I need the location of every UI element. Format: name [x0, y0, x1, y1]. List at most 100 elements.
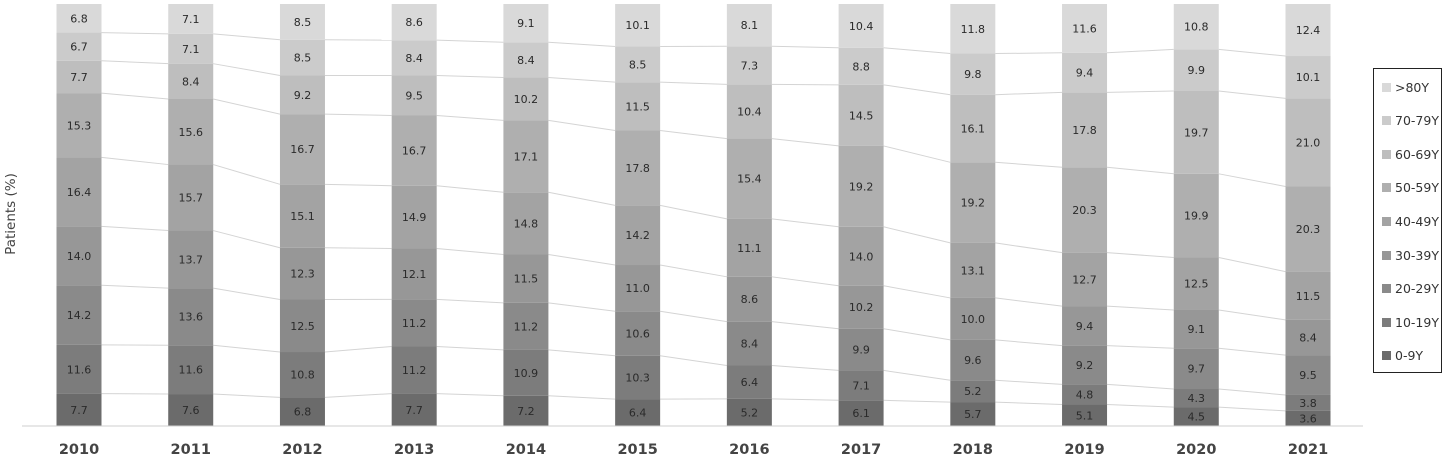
data-label: 12.4	[1296, 24, 1321, 37]
bar-segment-1019y	[1062, 384, 1108, 405]
connector-line	[548, 77, 616, 83]
bar-segment-2029y	[279, 299, 325, 353]
connector-line	[995, 52, 1063, 55]
data-label: 17.8	[625, 162, 650, 175]
data-label: 15.4	[737, 173, 762, 186]
data-label: 6.8	[70, 12, 88, 25]
bar-segment-3039y	[615, 265, 661, 312]
bar-segment-09y	[950, 402, 996, 426]
data-label: 12.5	[290, 320, 315, 333]
bar-segment-3039y	[1285, 319, 1331, 356]
connector-line	[1218, 347, 1286, 356]
connector-line	[1107, 383, 1174, 390]
data-label: 4.5	[1188, 411, 1206, 424]
data-label: 6.4	[629, 407, 647, 420]
x-tick-label: 2010	[59, 442, 99, 456]
legend-swatch	[1382, 149, 1391, 159]
bar-segment-3039y	[168, 230, 214, 289]
bar-segment-09y	[726, 398, 772, 426]
connector-line	[995, 242, 1063, 254]
data-label: 8.4	[182, 75, 200, 88]
connector-line	[1107, 90, 1174, 93]
legend-swatch	[1382, 116, 1391, 126]
data-label: 10.6	[625, 328, 650, 341]
legend-swatch	[1382, 284, 1391, 294]
bar-segment-5059y	[1173, 173, 1219, 258]
bar-segment-7079y	[1173, 49, 1219, 92]
data-label: 12.3	[290, 268, 315, 281]
data-label: 10.3	[625, 371, 650, 384]
bar-segment-3039y	[1173, 309, 1219, 349]
bar-segment-1019y	[615, 355, 661, 400]
bar-segment-1019y	[726, 365, 772, 399]
connector-line	[995, 91, 1063, 96]
bar-segment-6069y	[279, 75, 325, 115]
connector-line	[883, 47, 951, 55]
data-label: 3.6	[1299, 412, 1317, 425]
bar-segment-4049y	[168, 164, 214, 231]
data-label: 11.2	[402, 317, 427, 330]
x-tick-label: 2021	[1288, 442, 1328, 456]
data-label: 6.7	[70, 41, 88, 54]
connector-line	[436, 298, 504, 304]
bar-segment-2029y	[168, 288, 214, 346]
data-label: 9.9	[852, 344, 870, 357]
connector-line	[883, 285, 951, 299]
legend-label: 60-69Y	[1395, 146, 1439, 162]
bar-segment-09y	[1173, 407, 1219, 426]
connector-line	[213, 33, 280, 41]
bar-segment-09y	[56, 393, 102, 426]
data-label: 7.2	[517, 405, 535, 418]
connector-line	[1107, 404, 1174, 408]
bar-segment-7079y	[168, 33, 214, 64]
data-label: 8.4	[1299, 331, 1317, 344]
bar-segment-6069y	[1062, 92, 1108, 168]
bar-segment-5059y	[391, 115, 437, 186]
connector-line	[995, 401, 1063, 406]
bar-segment-80y	[168, 4, 214, 34]
data-label: 20.3	[1072, 204, 1097, 217]
connector-line	[436, 185, 504, 193]
data-label: 15.7	[178, 192, 203, 205]
connector-line	[771, 45, 839, 49]
bar-segment-7079y	[1062, 52, 1108, 93]
connector-line	[660, 204, 727, 220]
data-label: 5.2	[964, 385, 982, 398]
data-label: 7.6	[182, 404, 200, 417]
connector-lines	[101, 32, 1286, 412]
connector-line	[213, 287, 281, 300]
data-label: 12.5	[1184, 278, 1209, 291]
data-label: 7.7	[405, 404, 423, 417]
bar-segment-2029y	[615, 311, 661, 356]
data-label: 14.0	[67, 250, 92, 263]
connector-line	[995, 161, 1063, 168]
data-labels: 7.7 11.6 14.2 14.0 16.4 15.3 7.7 6.7 6.8 7.6 11.6 1…	[67, 12, 1321, 425]
connector-line	[101, 225, 169, 232]
bar-segment-6069y	[615, 82, 661, 131]
data-label: 3.8	[1299, 397, 1317, 410]
connector-line	[771, 218, 839, 228]
data-label: 13.1	[961, 264, 986, 277]
data-label: 7.7	[70, 71, 88, 84]
connector-line	[436, 393, 504, 397]
bar-segment-4049y	[279, 184, 325, 248]
connector-line	[548, 41, 616, 47]
data-label: 8.4	[405, 52, 423, 65]
connector-line	[771, 364, 839, 371]
connector-line	[324, 393, 392, 398]
bar-segment-4049y	[56, 157, 102, 227]
bar-segment-7079y	[726, 46, 772, 85]
legend-item: >80Y	[1382, 78, 1429, 96]
connector-line	[771, 321, 839, 330]
data-label: 11.5	[514, 273, 539, 286]
bar-segment-80y	[615, 4, 661, 47]
bar-segment-5059y	[168, 98, 214, 165]
bar-segment-4049y	[1062, 252, 1108, 307]
bar-segment-2029y	[950, 339, 996, 381]
legend-swatch	[1382, 82, 1391, 92]
data-label: 9.4	[1076, 320, 1094, 333]
data-label: 11.8	[961, 23, 986, 36]
data-label: 8.5	[629, 58, 647, 71]
bar-segment-2029y	[1062, 345, 1108, 385]
connector-line	[771, 138, 839, 147]
